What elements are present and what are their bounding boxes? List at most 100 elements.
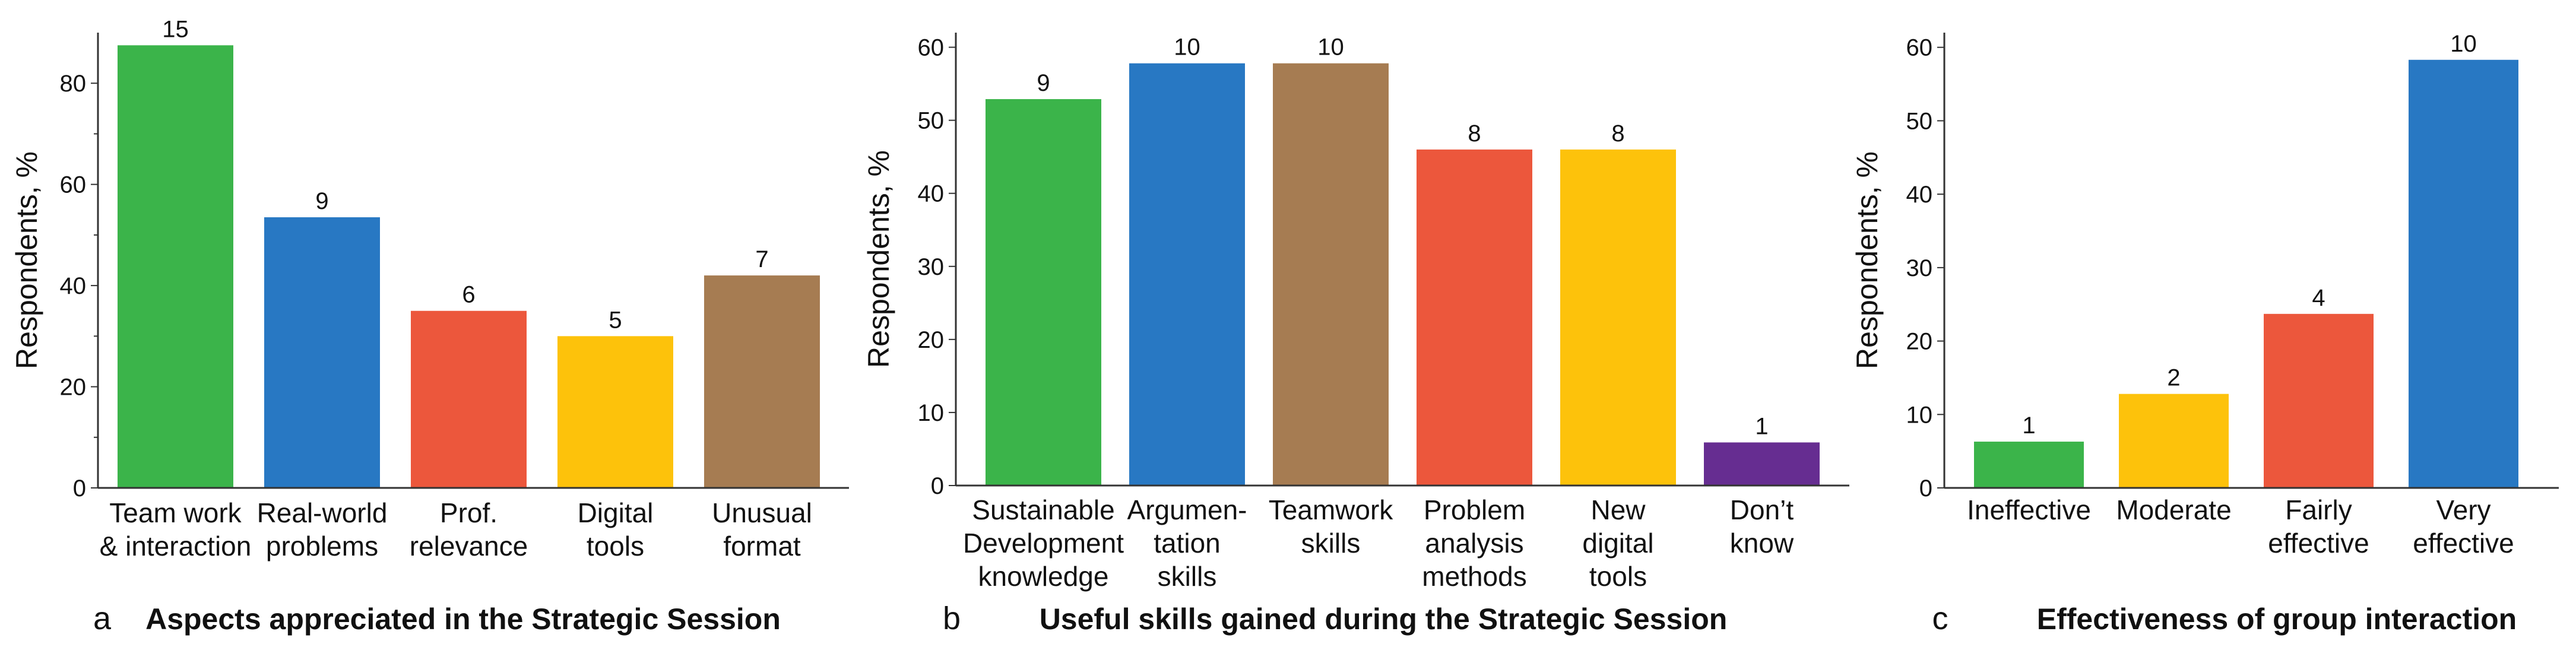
data-label: 6 — [462, 282, 475, 308]
data-label: 1 — [2022, 413, 2035, 439]
bar — [1974, 442, 2084, 487]
x-tick-label: Unusual format — [712, 497, 812, 562]
x-tick-label: Digital tools — [578, 497, 654, 562]
y-tick-label: 0 — [1919, 475, 1932, 502]
bar — [1704, 442, 1820, 485]
x-tick-label: Argumen-tation skills — [1127, 494, 1247, 592]
data-label: 5 — [609, 307, 622, 333]
y-tick-label: 20 — [1906, 329, 1933, 355]
x-tick-label-line: & interaction — [100, 531, 252, 562]
bar — [1417, 149, 1532, 485]
x-tick-label: Problem analysis methods — [1422, 494, 1526, 592]
x-tick-label: Teamwork skills — [1269, 494, 1394, 559]
x-tick-label: New digital tools — [1582, 494, 1653, 592]
x-tick-label-line: Very — [2436, 494, 2491, 525]
bar — [2409, 59, 2518, 487]
bar — [1129, 63, 1245, 485]
x-tick-label: Prof. relevance — [410, 497, 528, 562]
x-tick-label-line: problems — [266, 531, 378, 562]
x-tick-label-line: Unusual — [712, 497, 812, 528]
x-tick-label-line: tools — [587, 531, 644, 562]
bar — [1560, 149, 1676, 485]
x-tick-label: Real-world problems — [257, 497, 388, 562]
x-tick-label-line: format — [723, 531, 801, 562]
data-label: 7 — [755, 246, 768, 272]
y-tick-label: 60 — [1906, 35, 1933, 61]
x-tick-label-line: tools — [1589, 561, 1647, 592]
x-tick-label-line: Don’t — [1730, 494, 1794, 525]
y-tick-label: 40 — [60, 273, 87, 299]
data-label: 9 — [315, 188, 328, 214]
y-tick-label: 50 — [918, 108, 945, 134]
bar — [557, 336, 673, 487]
bar — [2264, 313, 2374, 487]
chart-panel-c: 0 10 20 30 40 50 60 Respondents, % 1 Ineffective 2… — [1851, 31, 2559, 636]
x-tick-label-line: digital — [1582, 528, 1653, 559]
x-tick-label-line: Ineffective — [1967, 494, 2091, 525]
chart-title: Effectiveness of group interaction — [2037, 602, 2517, 636]
x-tick-label-line: Development — [963, 528, 1124, 559]
x-tick-label-line: tation — [1154, 528, 1221, 559]
data-label: 8 — [1468, 120, 1481, 147]
x-tick-label-line: effective — [2268, 528, 2369, 559]
y-axis-label: Respondents, % — [10, 151, 43, 369]
y-tick-label: 10 — [918, 400, 945, 426]
y-tick-label: 60 — [60, 172, 87, 198]
x-tick-label-line: New — [1590, 494, 1646, 525]
y-tick-label: 30 — [918, 254, 945, 280]
y-tick-label: 20 — [60, 375, 87, 401]
data-label: 8 — [1611, 120, 1624, 147]
y-tick-label: 0 — [931, 473, 944, 499]
x-tick-label-line: know — [1730, 528, 1794, 559]
x-tick-label: Team work & interaction — [100, 497, 252, 562]
data-label: 10 — [2450, 31, 2477, 57]
y-tick-label: 80 — [60, 71, 87, 97]
y-tick-label: 50 — [1906, 108, 1933, 134]
y-tick-label: 40 — [1906, 182, 1933, 208]
x-tick-label: Moderate — [2116, 494, 2231, 525]
x-tick-label-line: Teamwork — [1269, 494, 1394, 525]
data-label: 15 — [162, 16, 189, 42]
x-tick-label: Sustainable Development knowledge — [963, 494, 1124, 592]
x-tick-label-line: Team work — [109, 497, 242, 528]
data-label: 4 — [2312, 285, 2325, 311]
x-tick-label-line: effective — [2413, 528, 2514, 559]
data-label: 10 — [1174, 34, 1200, 61]
x-tick-label-line: skills — [1158, 561, 1217, 592]
bar — [986, 99, 1101, 485]
x-tick-label-line: Problem — [1424, 494, 1525, 525]
panel-letter: c — [1932, 601, 1948, 636]
data-label: 1 — [1755, 413, 1768, 439]
x-tick-label: Don’t know — [1730, 494, 1794, 559]
bar — [2119, 394, 2229, 487]
x-tick-label-line: knowledge — [978, 561, 1109, 592]
y-axis-label: Respondents, % — [862, 150, 895, 368]
y-tick-label: 30 — [1906, 255, 1933, 281]
x-tick-label: Ineffective — [1967, 494, 2091, 525]
bar — [411, 310, 527, 487]
bar — [1273, 63, 1389, 485]
x-tick-label-line: Sustainable — [972, 494, 1114, 525]
data-label: 9 — [1037, 70, 1050, 96]
y-tick-label: 10 — [1906, 402, 1933, 428]
x-tick-label-line: Real-world — [257, 497, 388, 528]
y-tick-label: 60 — [918, 35, 945, 61]
chart-title: Aspects appreciated in the Strategic Ses… — [145, 602, 781, 636]
x-tick-label-line: Fairly — [2285, 494, 2352, 525]
data-label: 2 — [2167, 365, 2180, 391]
chart-panel-a: 0 20 40 60 80 Respondents, % 15 Team work & inte… — [10, 16, 849, 636]
y-tick-label: 20 — [918, 327, 945, 353]
chart-title: Useful skills gained during the Strategi… — [1040, 602, 1728, 636]
x-tick-label-line: analysis — [1425, 528, 1523, 559]
x-tick-label-line: Argumen- — [1127, 494, 1247, 525]
x-tick-label: Very effective — [2413, 494, 2514, 559]
x-tick-label-line: Digital — [578, 497, 654, 528]
x-tick-label-line: methods — [1422, 561, 1526, 592]
bar — [264, 217, 380, 487]
x-tick-label-line: skills — [1301, 528, 1361, 559]
panel-letter: a — [93, 601, 112, 636]
data-label: 10 — [1317, 34, 1344, 61]
y-axis-label: Respondents, % — [1851, 151, 1884, 369]
